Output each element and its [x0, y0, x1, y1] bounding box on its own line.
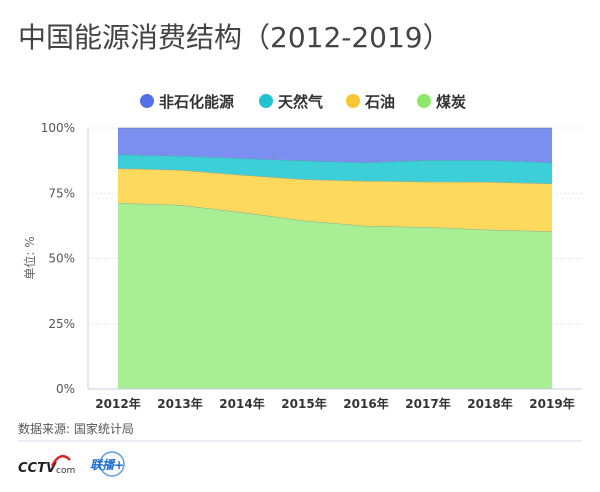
legend-swatch [417, 94, 431, 108]
y-tick-label: 0% [56, 382, 75, 396]
legend-swatch [259, 94, 273, 108]
svg-text:联播+: 联播+ [90, 458, 124, 472]
x-tick-label: 2014年 [219, 396, 264, 411]
y-tick-label: 50% [48, 252, 75, 266]
y-tick-label: 100% [41, 121, 75, 135]
x-tick-label: 2016年 [343, 396, 388, 411]
legend: 非石化能源 天然气 石油 煤炭 [140, 93, 466, 111]
x-tick-label: 2012年 [95, 396, 140, 411]
x-tick-label: 2018年 [467, 396, 512, 411]
x-tick-label: 2019年 [529, 396, 574, 411]
y-axis-label: 单位: % [22, 236, 37, 279]
legend-item: 石油 [364, 93, 395, 111]
area-2 [118, 154, 552, 184]
x-tick-label: 2013年 [157, 396, 202, 411]
y-tick-label: 25% [48, 317, 75, 331]
svg-text:com: com [56, 466, 75, 476]
source-note: 数据来源: 国家统计局 [18, 421, 134, 436]
cctv-logo: CCTV com [18, 454, 75, 476]
svg-text:CCTV: CCTV [18, 461, 57, 476]
chart-title: 中国能源消费结构（2012-2019） [18, 21, 451, 54]
legend-item: 天然气 [278, 93, 323, 111]
x-tick-label: 2017年 [405, 396, 450, 411]
x-tick-label: 2015年 [281, 396, 326, 411]
lianbo-logo: 联播+ [90, 451, 125, 477]
legend-swatch [140, 94, 154, 108]
areas [117, 127, 553, 389]
area-3 [118, 128, 552, 163]
legend-item: 煤炭 [436, 93, 466, 111]
area-1 [118, 168, 552, 232]
axes: 0% 25% 50% 75% 100% 2012年 2013年 2014年 2015年 2016年… [41, 121, 582, 411]
legend-item: 非石化能源 [159, 93, 234, 111]
legend-swatch [346, 94, 360, 108]
y-tick-label: 75% [48, 186, 75, 200]
area-0 [118, 202, 552, 389]
